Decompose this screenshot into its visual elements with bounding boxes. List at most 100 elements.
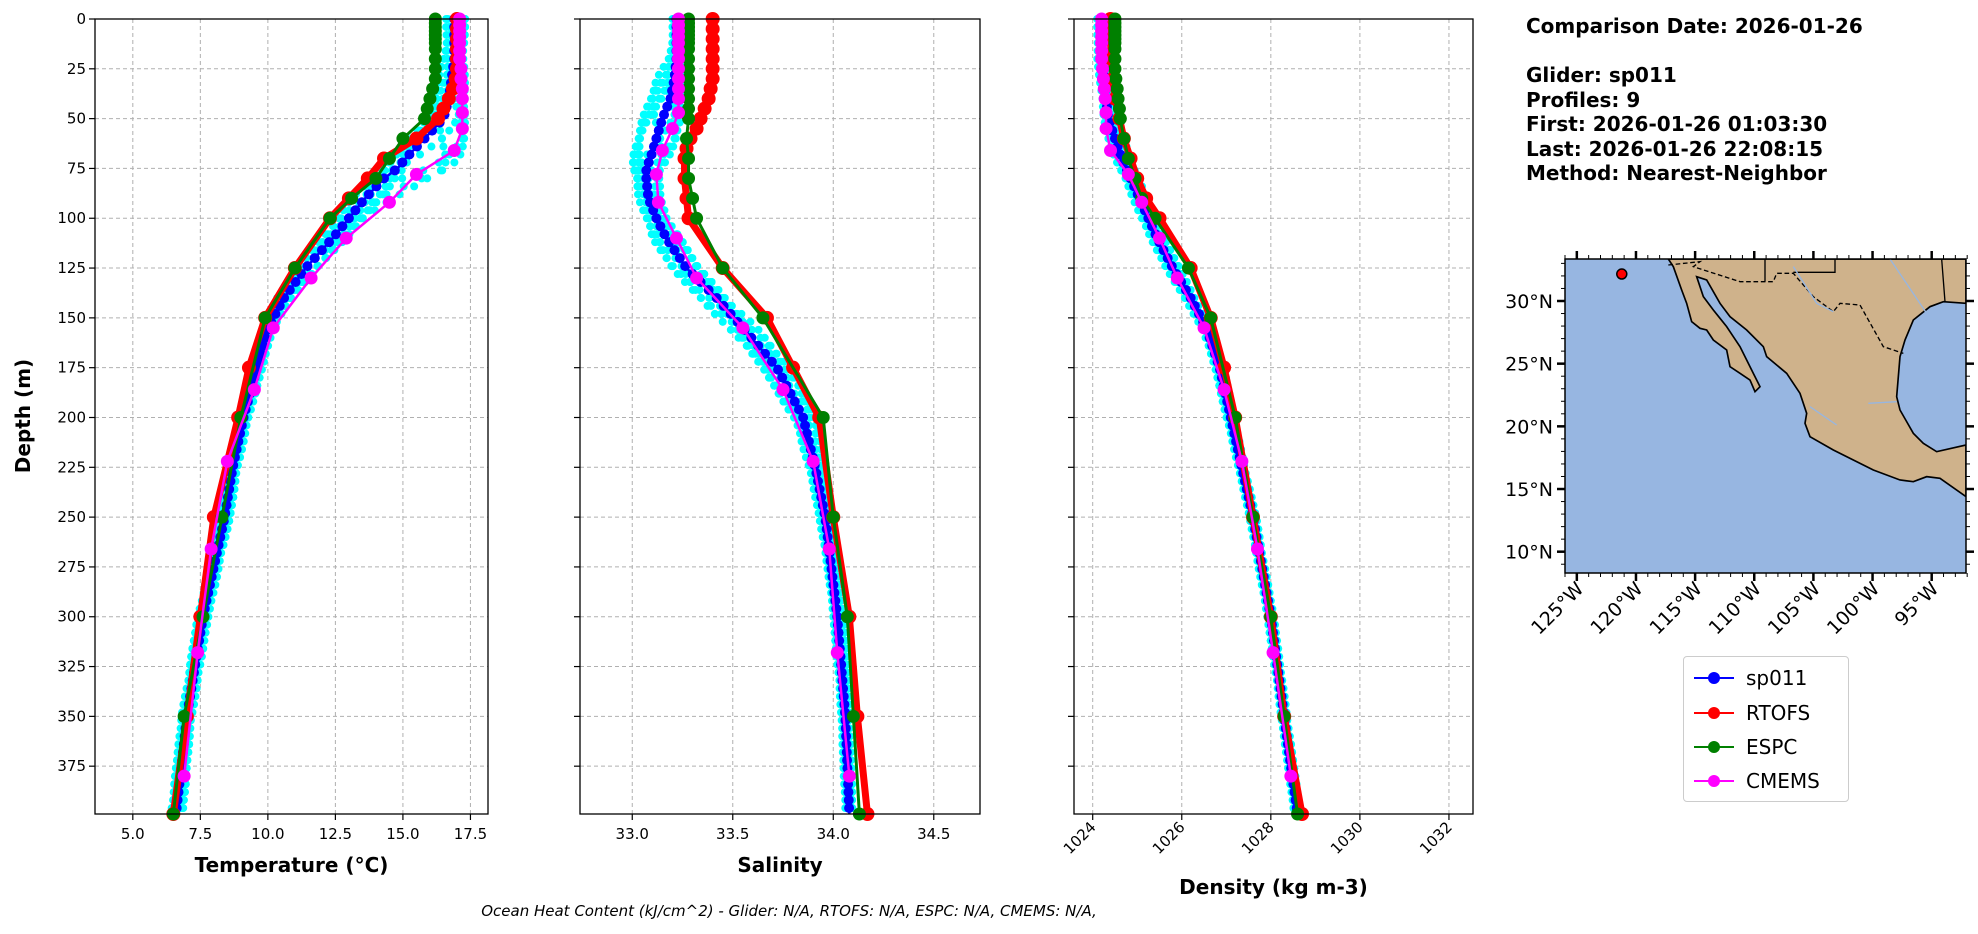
legend-item-rtofs: RTOFS [1694,698,1810,728]
profile-point [372,198,381,207]
x-tick-label: 1028 [1238,818,1278,858]
data-point [705,41,720,56]
data-point [1277,709,1291,723]
data-point [323,211,337,225]
series-line [1107,19,1306,815]
map-land-mexico [1667,259,1966,498]
method: Method: Nearest-Neighbor [1526,161,1827,185]
profile-point [337,214,346,223]
data-point [671,106,685,120]
profile-point [764,341,773,350]
profile-point [714,285,723,294]
data-point [1235,454,1249,468]
x-tick-label: 5.0 [121,825,145,843]
legend: sp011 RTOFS ESPC CMEMS [1683,656,1849,802]
series-cmems [1095,12,1298,783]
data-point [1170,271,1184,285]
data-point [1284,769,1298,783]
data-point [816,410,830,424]
profile-point [630,166,639,175]
profile-point [681,270,690,279]
profile-point [652,102,661,111]
series-espc [680,12,866,821]
data-point [680,132,694,146]
profile-point [720,293,729,302]
profile-point [653,230,662,239]
profile-point [797,397,806,406]
data-point [826,510,840,524]
y-axis-label: Depth (m) [11,359,35,473]
data-point [690,211,704,225]
data-point [1109,72,1123,86]
data-point [356,197,367,208]
data-point [773,364,784,375]
data-point [266,321,280,335]
profile-point [642,118,651,127]
data-point [324,237,335,248]
data-point [665,122,679,136]
y-tick-label: 150 [57,309,86,327]
profile-point [742,341,751,350]
lat-label: 30°N [1505,291,1553,313]
legend-label: sp011 [1746,666,1808,690]
data-point [453,52,467,66]
lat-label: 15°N [1505,479,1553,501]
profile-point [737,333,746,342]
data-point [642,181,653,192]
data-point [409,131,424,146]
data-point [1110,82,1124,96]
profile-point [438,134,447,143]
legend-item-cmems: CMEMS [1694,766,1820,796]
data-point [1153,231,1166,245]
data-point [642,189,653,200]
series-line [171,19,437,815]
data-point [1266,646,1280,660]
data-point [680,261,691,272]
data-point [777,372,788,383]
data-point [1250,542,1264,556]
legend-label: CMEMS [1746,769,1820,793]
data-point [776,383,790,397]
y-tick-label: 100 [57,209,86,227]
x-tick-label: 34.0 [817,825,850,843]
profile-point [664,54,673,63]
x-tick-label: 1032 [1416,818,1456,858]
data-point [646,149,657,160]
data-point [428,62,442,76]
data-point [736,321,750,335]
data-point [191,646,205,660]
profile-point [628,158,637,167]
profile-point [647,110,656,119]
profile-point [458,142,467,151]
y-tick-label: 250 [57,508,86,526]
series-espc [166,12,442,821]
y-tick-label: 0 [76,10,86,28]
data-point [669,231,683,245]
data-point [350,205,361,216]
data-point [420,102,434,116]
data-point [1135,195,1149,209]
profile-point [654,70,663,79]
map-frame [1564,258,1967,574]
profile-point [416,150,425,159]
data-point [1097,82,1111,96]
data-point [822,542,836,556]
profile-point [691,285,700,294]
profile-point [661,70,670,79]
data-point [431,111,446,126]
profile-point [687,254,696,263]
axes-frame [579,18,981,815]
data-point [806,454,820,468]
profile-point [668,262,677,271]
profile-point [636,182,645,191]
data-point [690,271,704,285]
profile-point [638,126,647,135]
ocean-heat-content-text: Ocean Heat Content (kJ/cm^2) - Glider: N… [481,902,1097,920]
series-espc [1108,12,1305,821]
data-point [766,356,777,367]
data-point [649,167,663,181]
data-point [682,42,696,56]
data-point [651,213,662,224]
data-point [455,82,469,96]
location-map: 30°N 25°N 20°N 15°N 10°N 125°W120°W115°W110°W… [1505,251,1974,639]
